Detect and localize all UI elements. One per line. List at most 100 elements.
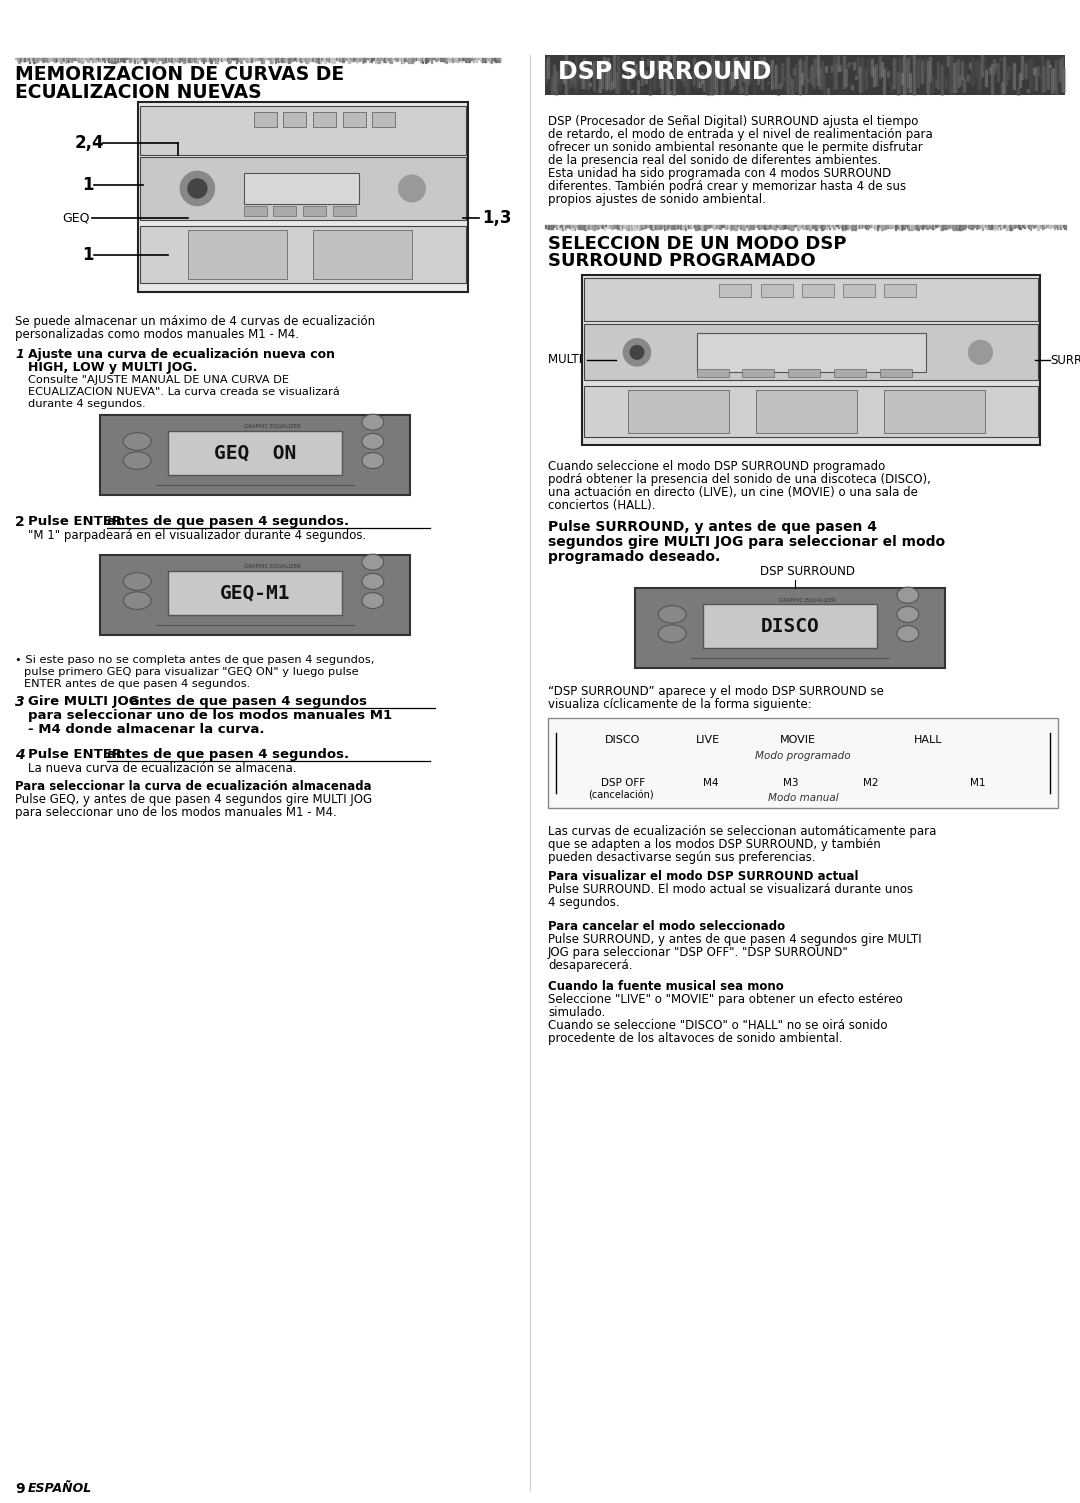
Bar	[1012, 225, 1013, 227]
Bar	[874, 225, 875, 230]
Bar	[917, 59, 919, 87]
Bar	[864, 225, 866, 228]
Bar	[254, 59, 255, 62]
Bar	[821, 225, 823, 230]
Bar	[653, 62, 654, 89]
Bar	[246, 59, 247, 62]
Bar	[82, 59, 84, 62]
Bar	[953, 225, 955, 230]
Bar	[939, 80, 941, 83]
Bar	[89, 59, 90, 60]
Bar	[943, 62, 945, 89]
Bar	[486, 59, 487, 60]
Bar	[411, 59, 413, 63]
Text: • Si este paso no se completa antes de que pasen 4 segundos,: • Si este paso no se completa antes de q…	[15, 655, 375, 664]
Bar	[775, 65, 777, 87]
Bar	[1041, 225, 1043, 230]
Bar	[140, 105, 465, 155]
Bar	[949, 56, 951, 92]
Bar	[38, 59, 39, 60]
Text: programado deseado.: programado deseado.	[548, 550, 720, 564]
Bar	[833, 225, 835, 228]
Bar	[858, 225, 859, 228]
Bar	[255, 59, 257, 60]
Text: Las curvas de ecualización se seleccionan automáticamente para: Las curvas de ecualización se selecciona…	[548, 825, 936, 839]
Bar	[916, 225, 917, 230]
Bar	[771, 225, 773, 228]
Bar	[555, 71, 557, 95]
Text: HIGH, LOW y MULTI JOG.: HIGH, LOW y MULTI JOG.	[28, 361, 198, 374]
Bar	[940, 225, 941, 230]
Bar	[584, 325, 1038, 380]
Bar	[257, 59, 258, 60]
Bar	[65, 59, 66, 63]
Bar	[215, 59, 216, 63]
Bar	[23, 59, 24, 62]
Bar	[929, 57, 931, 81]
Bar	[450, 59, 451, 60]
Bar	[878, 225, 879, 227]
Bar	[1009, 225, 1010, 230]
Bar	[443, 59, 444, 60]
Bar	[78, 59, 80, 62]
Bar	[799, 59, 801, 95]
Bar	[647, 59, 649, 65]
Bar	[643, 62, 645, 77]
Bar	[100, 59, 102, 62]
Bar	[33, 59, 35, 63]
Bar	[955, 62, 957, 92]
Bar	[72, 59, 73, 60]
Bar	[579, 71, 581, 78]
Bar	[957, 59, 959, 87]
Bar	[149, 59, 150, 60]
Bar	[85, 59, 87, 60]
Bar	[229, 59, 231, 62]
Bar	[401, 59, 402, 63]
Bar	[548, 225, 550, 228]
Text: 2: 2	[15, 516, 25, 529]
Bar	[1031, 59, 1032, 90]
Bar	[845, 225, 847, 228]
Bar	[200, 59, 201, 60]
Bar	[735, 225, 737, 230]
Bar	[927, 62, 929, 95]
Bar	[843, 225, 845, 230]
Bar	[941, 65, 943, 95]
Bar	[21, 59, 23, 60]
Bar	[842, 225, 843, 230]
Bar	[582, 275, 1040, 445]
Bar	[739, 225, 740, 228]
Bar	[639, 225, 642, 228]
Bar	[337, 59, 339, 60]
Bar	[760, 284, 793, 298]
Bar	[921, 60, 923, 83]
Bar	[296, 59, 297, 62]
Bar	[375, 59, 377, 63]
Bar	[835, 63, 837, 89]
Bar	[854, 225, 855, 230]
Bar	[447, 59, 448, 60]
Bar	[305, 59, 306, 62]
Bar	[195, 59, 197, 63]
Text: de la presencia real del sonido de diferentes ambientes.: de la presencia real del sonido de difer…	[548, 153, 881, 167]
Bar	[1037, 225, 1039, 230]
Bar	[971, 225, 972, 228]
Bar	[645, 71, 647, 84]
Bar	[333, 59, 335, 63]
Bar	[646, 225, 647, 227]
Bar	[417, 59, 419, 60]
Bar	[674, 225, 675, 228]
Bar	[378, 59, 379, 63]
Bar	[462, 59, 463, 60]
Bar	[831, 65, 833, 72]
Bar	[909, 72, 912, 92]
Bar	[627, 225, 629, 230]
Bar	[870, 225, 872, 227]
Bar	[642, 225, 643, 228]
Bar	[192, 59, 193, 60]
Text: Pulse GEQ, y antes de que pasen 4 segundos gire MULTI JOG: Pulse GEQ, y antes de que pasen 4 segund…	[15, 794, 373, 806]
Bar	[743, 225, 744, 230]
Bar	[815, 225, 816, 230]
Bar	[244, 59, 246, 62]
Bar	[105, 59, 107, 60]
